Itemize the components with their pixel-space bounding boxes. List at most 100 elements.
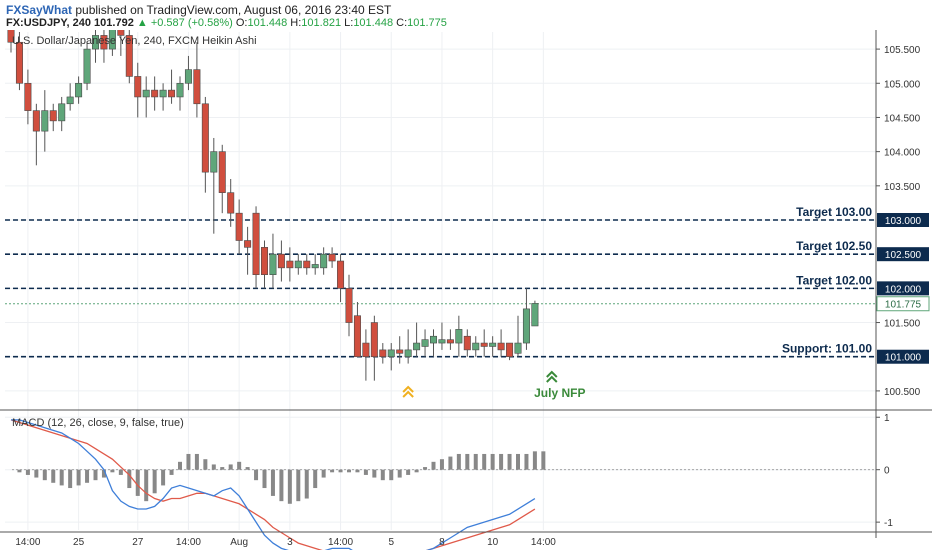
candle-body <box>75 82 83 98</box>
macd-histogram-bar <box>499 453 504 470</box>
candle-body <box>32 110 40 132</box>
publish-info: published on TradingView.com, August 06,… <box>75 3 392 17</box>
macd-histogram-bar <box>507 453 512 470</box>
candle-body <box>201 103 209 173</box>
level-tag <box>877 213 929 227</box>
time-tick-label: 3 <box>287 537 293 548</box>
macd-histogram-bar <box>228 464 233 470</box>
candle-body <box>176 82 184 98</box>
macd-histogram-bar <box>144 469 149 502</box>
price-change: +0.587 (+0.58%) <box>150 17 233 29</box>
candle-body <box>320 253 328 269</box>
macd-histogram-bar <box>203 459 208 470</box>
macd-histogram-bar <box>524 453 529 470</box>
candle-body <box>159 89 167 98</box>
macd-histogram-bar <box>34 469 39 478</box>
macd-histogram-bar <box>76 469 81 486</box>
macd-histogram-bar <box>423 467 428 470</box>
candle-body <box>227 192 235 214</box>
candle-body <box>108 30 116 50</box>
candle-body <box>294 260 302 269</box>
time-tick-label: 5 <box>388 537 394 548</box>
author-name[interactable]: FXSayWhat <box>6 3 73 17</box>
macd-histogram-bar <box>245 467 250 470</box>
macd-histogram-bar <box>304 469 309 499</box>
chevron-up-icon <box>546 375 558 383</box>
close-value: 101.775 <box>407 17 447 29</box>
candle-body <box>522 308 530 344</box>
candle-body <box>514 342 522 354</box>
candle-body <box>421 339 429 347</box>
macd-histogram-bar <box>93 469 98 481</box>
candle-body <box>404 349 412 358</box>
macd-histogram-bar <box>456 453 461 470</box>
time-tick-label: 25 <box>73 537 85 548</box>
candle-body <box>413 342 421 351</box>
price-tick-label: 101.500 <box>884 319 921 330</box>
candle-body <box>379 349 387 358</box>
open-value: 101.448 <box>247 17 288 29</box>
candle-body <box>125 35 133 77</box>
macd-histogram-bar <box>42 469 47 481</box>
candle-body <box>480 342 488 347</box>
macd-histogram-bar <box>296 469 301 502</box>
candle-body <box>362 342 370 358</box>
macd-histogram-bar <box>68 469 73 489</box>
candle-body <box>193 69 201 105</box>
macd-histogram-bar <box>406 469 411 475</box>
macd-histogram-bar <box>152 469 157 494</box>
candle-body <box>218 151 226 193</box>
macd-histogram-bar <box>17 469 22 473</box>
macd-histogram-bar <box>254 469 259 481</box>
macd-histogram-bar <box>287 469 292 504</box>
chevron-up-icon <box>402 390 414 398</box>
macd-histogram-bar <box>465 453 470 470</box>
candle-body <box>429 335 437 344</box>
time-tick-label: 14:00 <box>531 537 556 548</box>
candle-body <box>328 253 336 262</box>
open-label: O: <box>235 17 248 29</box>
macd-histogram-bar <box>516 453 520 470</box>
candle-body <box>7 30 15 43</box>
macd-title: MACD (12, 26, close, 9, false, true) <box>12 417 184 429</box>
candle-body <box>277 253 285 269</box>
macd-histogram-bar <box>380 469 385 481</box>
candle-body <box>489 342 497 347</box>
macd-histogram-bar <box>397 469 402 478</box>
candle-body <box>353 315 361 358</box>
candle-body <box>117 30 125 36</box>
candle-body <box>311 264 319 269</box>
macd-histogram-bar <box>355 469 360 473</box>
candle-body <box>168 89 176 98</box>
candle-body <box>24 82 32 111</box>
candle-body <box>303 260 311 269</box>
macd-histogram-bar <box>473 453 478 470</box>
macd-histogram-bar <box>220 467 225 470</box>
chart-header: FXSayWhat published on TradingView.com, … <box>0 0 932 32</box>
candle-body <box>286 260 294 269</box>
candle-body <box>49 110 57 122</box>
macd-histogram-bar <box>101 469 106 478</box>
macd-histogram-bar <box>338 469 343 473</box>
chevron-up-icon <box>546 370 558 378</box>
macd-histogram-bar <box>262 469 267 489</box>
price-tick-label: 104.000 <box>884 148 921 159</box>
macd-tick-label: 0 <box>884 466 890 477</box>
level-tag <box>877 247 929 262</box>
candle-body <box>210 151 218 173</box>
low-label: L: <box>344 17 354 29</box>
current-price-tag <box>876 296 930 312</box>
level-tag-label: 102.000 <box>885 284 922 295</box>
macd-histogram-bar <box>25 469 30 475</box>
candle-body <box>41 110 49 132</box>
macd-histogram-bar <box>431 461 436 470</box>
macd-histogram-bar <box>541 451 546 470</box>
close-label: C: <box>396 17 408 29</box>
macd-histogram-bar <box>321 469 326 478</box>
candle-body <box>244 240 252 248</box>
candle-body <box>100 35 108 50</box>
candle-body <box>260 247 268 275</box>
candle-body <box>446 339 454 344</box>
time-tick-label: 14:00 <box>328 537 353 548</box>
